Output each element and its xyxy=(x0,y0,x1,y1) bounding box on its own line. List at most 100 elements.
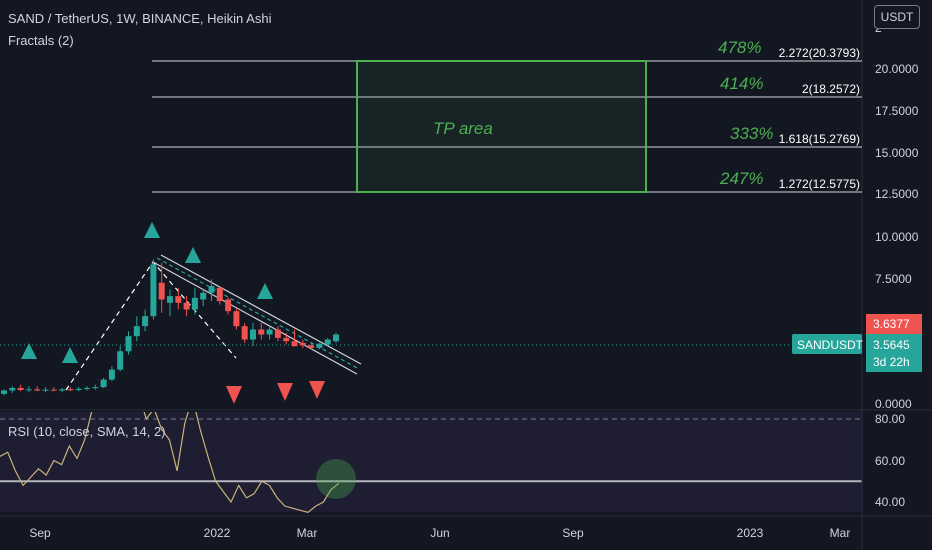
symbol-price: 3.5645 xyxy=(873,338,910,352)
chart-title: SAND / TetherUS, 1W, BINANCE, Heikin Ash… xyxy=(8,11,272,26)
rsi-band xyxy=(0,412,862,512)
fractal-up-marker xyxy=(185,247,201,263)
rsi-highlight xyxy=(316,459,356,499)
candle-body xyxy=(108,369,115,380)
time-tick-label: Mar xyxy=(297,526,318,540)
channel-line xyxy=(156,257,360,370)
candles xyxy=(1,259,339,396)
price-tick-label: 12.5000 xyxy=(875,187,919,201)
candle-body xyxy=(158,282,165,300)
candle-body xyxy=(291,341,298,347)
price-tick-label: 7.5000 xyxy=(875,272,912,286)
candle-body xyxy=(42,389,49,391)
candle-body xyxy=(75,388,82,390)
candle-body xyxy=(133,326,140,337)
candle-body xyxy=(59,389,66,391)
fractal-down-marker xyxy=(309,381,325,399)
time-tick-label: Sep xyxy=(562,526,584,540)
candle-body xyxy=(67,389,74,391)
candle-body xyxy=(84,387,90,389)
last-price-tag: 3.6377 xyxy=(873,317,910,331)
fib-percent: 333% xyxy=(730,124,773,143)
drawn-lines xyxy=(0,254,862,391)
tp-area-box[interactable] xyxy=(356,60,647,193)
candle-body xyxy=(266,329,273,335)
time-tick-label: 2022 xyxy=(204,526,231,540)
fractal-up-marker xyxy=(62,347,78,363)
candle-body xyxy=(125,336,132,352)
fib-percent: 414% xyxy=(720,74,763,93)
price-tags: 3.6377 SANDUSDT 3.5645 3d 22h xyxy=(792,314,922,372)
fractal-down-marker xyxy=(226,386,242,404)
candle-body xyxy=(167,296,173,303)
candle-body xyxy=(208,286,215,293)
candle-body xyxy=(191,297,198,310)
rsi-tick-label: 40.00 xyxy=(875,495,905,509)
fib-label: 2(18.2572) xyxy=(802,82,860,96)
channel-line xyxy=(160,254,362,365)
fib-extension: 2.272(20.3793) 478% 2(18.2572) 414% 1.618(15… xyxy=(152,38,862,193)
price-tick-label: 17.5000 xyxy=(875,104,919,118)
fib-percent: 247% xyxy=(719,169,763,188)
price-axis: 220.000017.500015.000012.500010.00007.50… xyxy=(875,21,919,509)
candle-body xyxy=(283,337,290,342)
candle-body xyxy=(333,334,339,342)
time-axis: Sep 2022 Mar Jun Sep 2023 Mar xyxy=(29,526,850,540)
fib-label: 1.272(12.5775) xyxy=(779,177,860,191)
channel-line xyxy=(152,261,358,375)
candle-body xyxy=(1,390,7,394)
candle-body xyxy=(100,379,107,388)
candle-body xyxy=(142,316,149,327)
price-tick-label: 15.0000 xyxy=(875,146,919,160)
candle-body xyxy=(25,389,32,391)
symbol-tag-bg xyxy=(792,334,862,354)
symbol-tag: SANDUSDT xyxy=(797,338,864,352)
rsi-line xyxy=(0,412,340,514)
indicator-label[interactable]: Fractals (2) xyxy=(8,33,74,48)
time-tick-label: Jun xyxy=(430,526,449,540)
candle-body xyxy=(34,389,41,391)
last-price-tag-bg xyxy=(866,314,922,334)
fib-percent: 478% xyxy=(718,38,761,57)
candle-body xyxy=(258,329,265,335)
fractal-up-marker xyxy=(144,222,160,238)
candle-body xyxy=(250,329,256,340)
rsi-pane xyxy=(0,412,356,514)
time-tick-label: 2023 xyxy=(737,526,764,540)
symbol-price-bg xyxy=(866,334,922,372)
fib-label: 1.618(15.2769) xyxy=(779,132,860,146)
candle-body xyxy=(92,387,99,389)
time-tick-label: Mar xyxy=(830,526,851,540)
candle-body xyxy=(117,351,124,370)
candle-body xyxy=(324,339,331,345)
candle-body xyxy=(50,389,57,391)
candle-body xyxy=(308,345,315,348)
candle-body xyxy=(9,387,16,391)
fractal-markers xyxy=(21,222,325,404)
rsi-label: RSI (10, close, SMA, 14, 2) xyxy=(8,424,166,439)
candle-body xyxy=(299,342,306,346)
tp-area-label: TP area xyxy=(433,119,493,138)
countdown: 3d 22h xyxy=(873,355,910,369)
fractal-up-marker xyxy=(257,283,273,299)
currency-button[interactable]: USDT xyxy=(874,5,920,29)
candle-body xyxy=(17,387,24,390)
fractal-up-marker xyxy=(21,343,37,359)
candle-body xyxy=(175,296,182,303)
price-tick-label: 0.0000 xyxy=(875,397,912,411)
fractal-down-marker xyxy=(277,383,293,401)
candle-body xyxy=(200,292,207,300)
candle-body xyxy=(241,326,248,340)
candle-body xyxy=(233,311,240,327)
candle-body xyxy=(183,302,190,310)
candle-body xyxy=(316,343,323,348)
price-tick-label: 10.0000 xyxy=(875,230,919,244)
rsi-tick-label: 60.00 xyxy=(875,454,905,468)
candle-body xyxy=(274,329,281,338)
time-tick-label: Sep xyxy=(29,526,51,540)
fib-label: 2.272(20.3793) xyxy=(779,46,860,60)
candle-body xyxy=(150,264,157,317)
candle-body xyxy=(225,299,232,312)
